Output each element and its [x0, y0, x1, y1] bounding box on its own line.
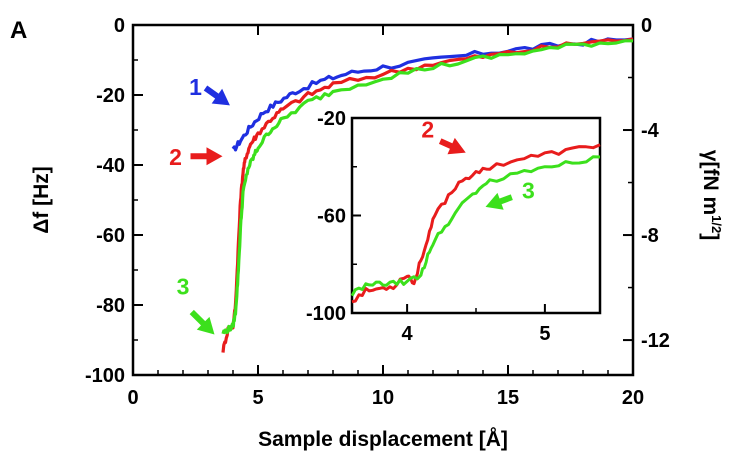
annotation-label-3: 3 [177, 274, 190, 300]
y-tick-label: -100 [85, 365, 125, 387]
main-y2-axis: 0 -4 -8 -12 [623, 15, 670, 352]
inset-y-tick-label: -60 [317, 206, 346, 228]
y2-axis-label-end: ] [699, 233, 722, 240]
main-x-axis: 0 5 10 15 20 [127, 25, 644, 409]
inset-y-axis: -20 -60 -100 [306, 108, 361, 325]
annotation-label-2: 2 [169, 144, 182, 170]
inset-series-group [350, 143, 601, 304]
y2-tick-label: -12 [641, 330, 670, 352]
panel-label: A [10, 17, 27, 44]
y-tick-label: -60 [96, 225, 125, 247]
x-tick-label: 5 [252, 387, 263, 409]
x-axis-label: Sample displacement [Å] [258, 427, 508, 451]
inset-annotations: 23 [421, 117, 535, 210]
inset-annotation-arrow-2 [438, 137, 466, 155]
y-tick-label: -80 [96, 295, 125, 317]
y2-tick-label: -4 [641, 120, 660, 142]
annotation-label-1: 1 [189, 74, 202, 100]
y-tick-label: -20 [96, 85, 125, 107]
inset-annotation-label-2: 2 [421, 117, 434, 143]
main-annotations: 1 2 3 [169, 74, 230, 335]
inset-y-tick-label: -20 [317, 108, 346, 130]
series-line-1 [231, 37, 634, 152]
inset-y-tick-label: -100 [306, 303, 346, 325]
y2-axis-label-sup: 1/2 [709, 215, 724, 233]
y2-axis-label-base: γ[fN m [699, 150, 722, 215]
series-line-3 [221, 39, 633, 335]
y2-tick-label: -8 [641, 225, 659, 247]
x-tick-label: 20 [622, 387, 644, 409]
annotation-arrow-3 [189, 309, 215, 335]
y-tick-label: 0 [114, 15, 125, 37]
y2-axis-label: γ[fN m1/2] [699, 150, 724, 240]
y-axis-label: Δf [Hz] [30, 166, 53, 234]
main-y-axis: 0 -20 -40 -60 -80 -100 [85, 15, 143, 387]
inset-annotation-arrow-3 [485, 192, 513, 210]
inset-annotation-label-3: 3 [522, 177, 535, 203]
annotation-arrow-1 [203, 85, 230, 106]
main-series-group [221, 37, 634, 353]
inset-x-tick-label: 4 [402, 323, 414, 345]
x-tick-label: 15 [497, 387, 519, 409]
y-tick-label: -40 [96, 155, 125, 177]
annotation-arrow-2 [190, 147, 223, 166]
x-tick-label: 0 [127, 387, 138, 409]
inset-series-line-2 [351, 143, 601, 304]
y2-tick-label: 0 [641, 15, 652, 37]
inset-x-tick-label: 5 [539, 323, 550, 345]
main-chart: 0-20-40-60-80-100 0 5 10 15 20 0-4-8-12 123 … [30, 15, 724, 451]
inset-series-line-3 [350, 155, 601, 297]
x-tick-label: 10 [372, 387, 394, 409]
